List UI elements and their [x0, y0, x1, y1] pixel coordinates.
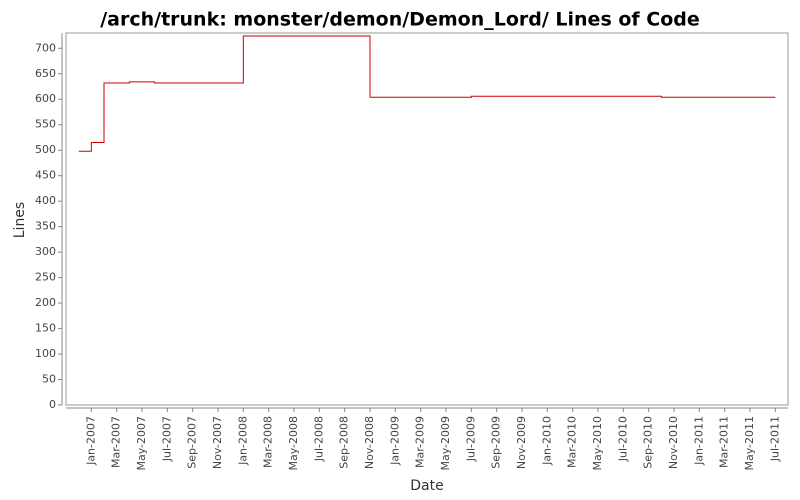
y-tick-label: 200 [35, 296, 56, 309]
y-tick-label: 300 [35, 245, 56, 258]
x-tick-label: May-2009 [439, 416, 452, 471]
x-tick-label: Mar-2008 [262, 416, 275, 468]
x-tick-label: Sep-2007 [186, 416, 199, 469]
y-axis-title: Lines [12, 202, 28, 238]
x-tick-label: May-2007 [135, 416, 148, 471]
x-tick-label: Jul-2010 [616, 416, 629, 462]
x-tick-label: Jul-2008 [312, 416, 325, 462]
x-tick-label: Jan-2007 [84, 416, 97, 466]
y-tick-label: 250 [35, 271, 56, 284]
x-tick-label: Nov-2010 [667, 416, 680, 469]
x-tick-label: Mar-2009 [414, 416, 427, 468]
x-tick-label: Sep-2010 [642, 416, 655, 469]
series-line [78, 35, 776, 152]
x-tick-label: Mar-2010 [566, 416, 579, 468]
y-tick-label: 500 [35, 143, 56, 156]
y-tick-label: 100 [35, 347, 56, 360]
plot-area [65, 32, 789, 406]
y-tick-label: 150 [35, 322, 56, 335]
chart-title: /arch/trunk: monster/demon/Demon_Lord/ L… [100, 9, 700, 31]
x-tick-label: Jul-2011 [768, 416, 781, 462]
y-tick-label: 650 [35, 67, 56, 80]
x-tick-label: Jan-2011 [692, 416, 705, 466]
y-tick-label: 550 [35, 118, 56, 131]
x-tick-label: Nov-2009 [515, 416, 528, 469]
x-tick-label: Mar-2007 [110, 416, 123, 468]
x-axis-title: Date [410, 478, 443, 494]
x-tick-label: Nov-2008 [363, 416, 376, 469]
x-tick-label: Jul-2007 [160, 416, 173, 462]
x-tick-label: Jan-2009 [388, 416, 401, 466]
x-tick-label: May-2008 [287, 416, 300, 471]
y-tick-label: 450 [35, 169, 56, 182]
x-tick-label: Sep-2009 [490, 416, 503, 469]
x-tick-label: May-2011 [743, 416, 756, 471]
x-tick-label: Mar-2011 [718, 416, 731, 468]
x-tick-label: May-2010 [591, 416, 604, 471]
x-tick-label: Jan-2010 [540, 416, 553, 466]
x-tick-label: Sep-2008 [338, 416, 351, 469]
y-tick-label: 700 [35, 41, 56, 54]
x-tick-label: Jan-2008 [236, 416, 249, 466]
x-tick-label: Jul-2009 [464, 416, 477, 462]
y-tick-label: 400 [35, 194, 56, 207]
y-tick-label: 350 [35, 220, 56, 233]
y-tick-label: 600 [35, 92, 56, 105]
y-tick-label: 50 [42, 373, 56, 386]
y-tick-label: 0 [49, 398, 56, 411]
x-tick-label: Nov-2007 [211, 416, 224, 469]
